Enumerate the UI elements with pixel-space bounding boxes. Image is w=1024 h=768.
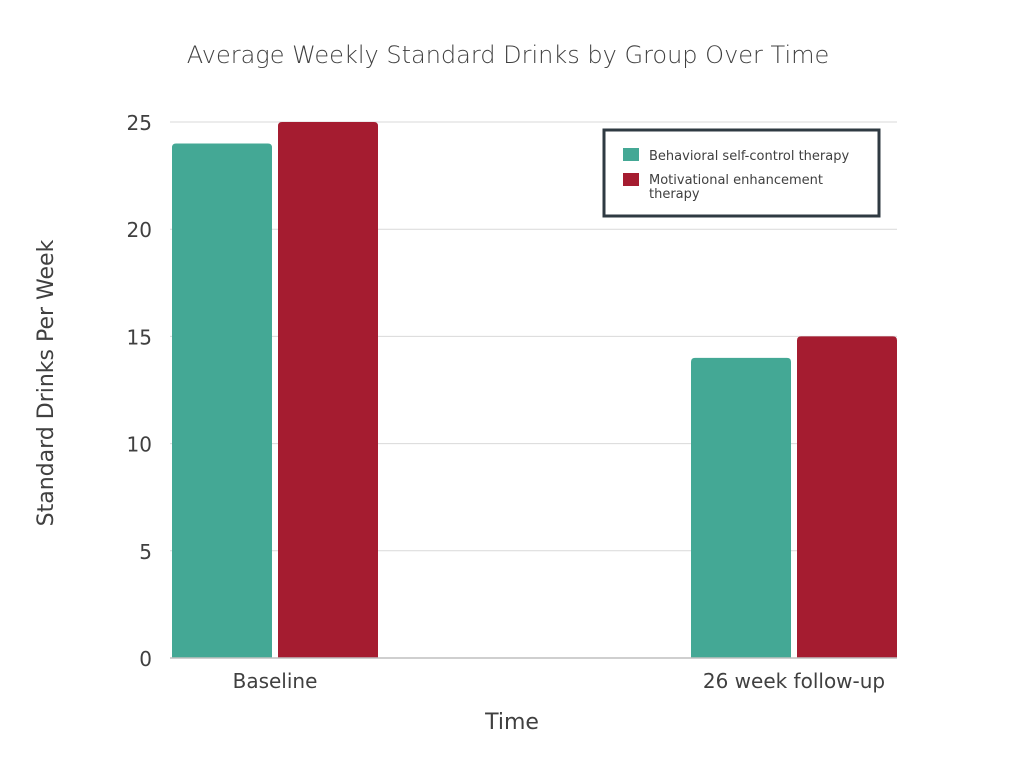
y-tick-label: 10 — [127, 433, 152, 457]
bar — [691, 357, 791, 658]
chart-title: Average Weekly Standard Drinks by Group … — [187, 41, 830, 69]
bar — [797, 336, 897, 658]
y-tick-label: 15 — [127, 325, 152, 349]
legend-swatch — [623, 148, 639, 161]
y-tick-label: 5 — [139, 540, 152, 564]
bar — [172, 143, 272, 658]
legend-box — [602, 128, 881, 218]
x-axis-label: Time — [484, 710, 539, 735]
x-tick-label: 26 week follow-up — [703, 669, 885, 693]
x-tick-label: Baseline — [233, 669, 318, 693]
legend: Behavioral self-control therapy Motivatio… — [602, 128, 881, 218]
bar — [278, 122, 378, 658]
y-tick-labels: 0 5 10 15 20 25 — [127, 111, 152, 671]
legend-swatch — [623, 173, 639, 186]
y-tick-label: 0 — [139, 647, 152, 671]
y-tick-label: 25 — [127, 111, 152, 135]
y-tick-label: 20 — [127, 218, 152, 242]
legend-label: Motivational enhancement therapy — [649, 173, 823, 202]
x-tick-labels: Baseline 26 week follow-up — [233, 669, 886, 693]
bars — [172, 122, 897, 658]
y-axis-label: Standard Drinks Per Week — [34, 239, 59, 526]
legend-label: Behavioral self-control therapy — [649, 149, 849, 164]
